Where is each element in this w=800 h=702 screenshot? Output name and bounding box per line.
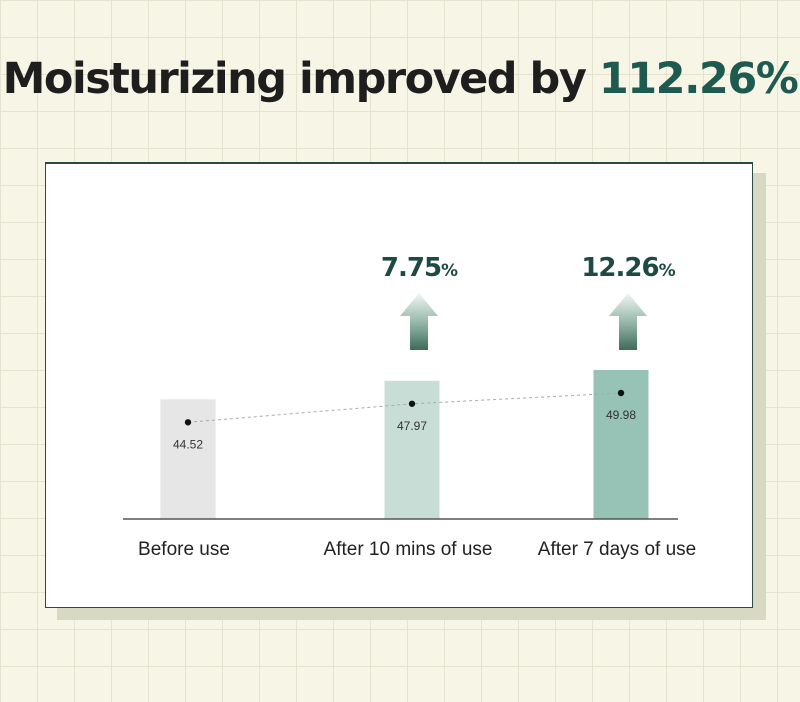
increase-unit: % bbox=[441, 261, 458, 281]
data-point bbox=[617, 389, 625, 397]
increase-unit: % bbox=[659, 261, 676, 281]
x-tick-label: After 7 days of use bbox=[538, 539, 696, 560]
title-text: Moisturizing improved by bbox=[2, 54, 599, 104]
x-tick-label: After 10 mins of use bbox=[324, 539, 493, 560]
x-tick-label: Before use bbox=[138, 539, 230, 560]
bar bbox=[160, 399, 216, 519]
increase-label: 12.26% bbox=[581, 253, 675, 283]
data-point bbox=[408, 400, 416, 407]
data-label: 49.98 bbox=[606, 408, 636, 422]
data-label: 47.97 bbox=[397, 419, 427, 433]
up-arrow-icon bbox=[400, 293, 438, 350]
up-arrow-icon bbox=[609, 293, 647, 350]
increase-label: 7.75% bbox=[381, 253, 458, 283]
title-highlight: 112.26% bbox=[598, 54, 799, 104]
page-title: Moisturizing improved by 112.26% bbox=[0, 54, 800, 104]
data-label: 44.52 bbox=[173, 437, 203, 451]
data-point bbox=[184, 419, 192, 426]
